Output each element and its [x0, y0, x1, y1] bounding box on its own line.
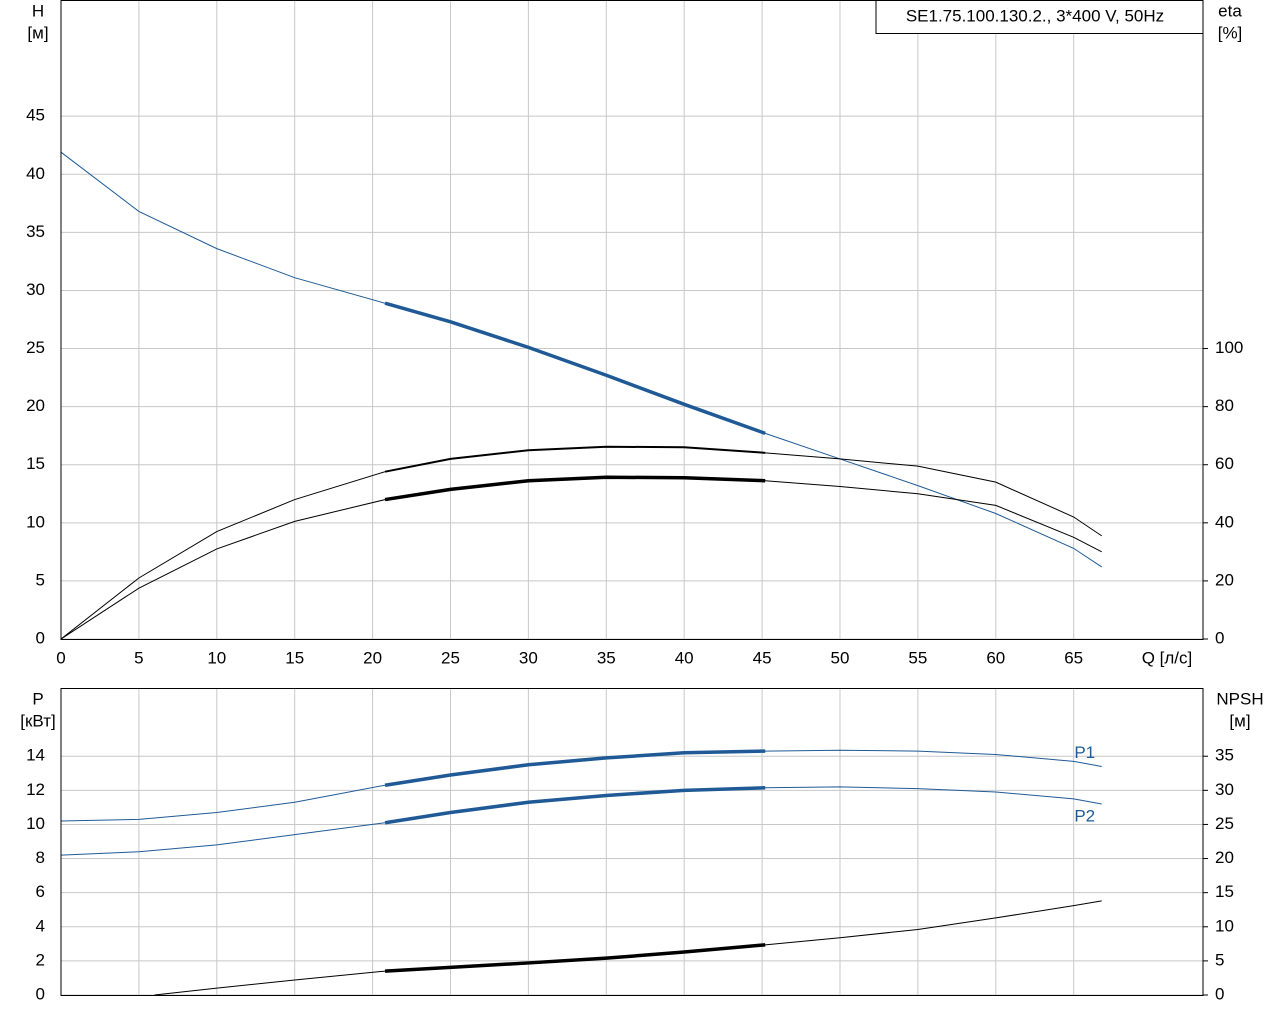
- y2-tick-label: 20: [1215, 570, 1234, 589]
- chart-title: SE1.75.100.130.2., 3*400 V, 50Hz: [906, 6, 1164, 25]
- y-tick-label: 12: [26, 780, 45, 799]
- y2-tick-label: 0: [1215, 628, 1224, 647]
- x-axis-label: Q [л/с]: [1142, 648, 1193, 667]
- title-box: [875, 0, 1204, 34]
- y-axis-unit: [кВт]: [20, 711, 55, 730]
- y2-axis-unit: [м]: [1229, 711, 1250, 730]
- x-tick-label: 45: [753, 648, 772, 667]
- duty-range: [384, 445, 766, 473]
- x-tick-label: 60: [986, 648, 1005, 667]
- y2-tick-label: 80: [1215, 396, 1234, 415]
- y-axis-unit: [м]: [27, 23, 48, 42]
- y-tick-label: 25: [26, 338, 45, 357]
- y-tick-label: 8: [36, 848, 45, 867]
- plot-frame: [60, 0, 1204, 640]
- y2-tick-label: 25: [1215, 814, 1234, 833]
- x-tick-label: 15: [285, 648, 304, 667]
- x-tick-label: 55: [908, 648, 927, 667]
- y2-tick-label: 60: [1215, 454, 1234, 473]
- y-tick-label: 45: [26, 106, 45, 125]
- y2-tick-label: 20: [1215, 848, 1234, 867]
- y2-tick-label: 0: [1215, 984, 1224, 1003]
- y-tick-label: 4: [36, 916, 45, 935]
- y-tick-label: 14: [26, 746, 45, 765]
- duty-range: [384, 943, 766, 973]
- series-label: P1: [1074, 743, 1095, 762]
- y-tick-label: 10: [26, 512, 45, 531]
- x-tick-label: 10: [207, 648, 226, 667]
- x-tick-label: 65: [1064, 648, 1083, 667]
- y2-tick-label: 40: [1215, 512, 1234, 531]
- y-tick-label: 0: [36, 984, 45, 1003]
- y-tick-label: 5: [36, 570, 45, 589]
- y2-axis-label: eta: [1218, 1, 1242, 20]
- y2-axis-unit: [%]: [1218, 23, 1243, 42]
- y-tick-label: 20: [26, 396, 45, 415]
- y-tick-label: 6: [36, 882, 45, 901]
- duty-range: [384, 475, 766, 502]
- plot-frame: [60, 688, 1204, 996]
- x-tick-label: 35: [597, 648, 616, 667]
- x-tick-label: 40: [675, 648, 694, 667]
- x-tick-label: 25: [441, 648, 460, 667]
- series-label: P2: [1074, 806, 1095, 825]
- y-tick-label: 35: [26, 222, 45, 241]
- y-tick-label: 2: [36, 950, 45, 969]
- y-tick-label: 30: [26, 280, 45, 299]
- x-tick-label: 20: [363, 648, 382, 667]
- y-tick-label: 40: [26, 164, 45, 183]
- y2-tick-label: 30: [1215, 780, 1234, 799]
- x-tick-label: 0: [56, 648, 65, 667]
- y-tick-label: 15: [26, 454, 45, 473]
- x-tick-label: 50: [831, 648, 850, 667]
- y-axis-label: P: [32, 689, 43, 708]
- y2-tick-label: 15: [1215, 882, 1234, 901]
- duty-range: [384, 749, 766, 787]
- y-axis-label: H: [32, 1, 44, 20]
- x-tick-label: 5: [134, 648, 143, 667]
- duty-range: [384, 301, 766, 436]
- y2-tick-label: 35: [1215, 746, 1234, 765]
- curve: [154, 900, 1102, 996]
- y2-tick-label: 100: [1215, 338, 1243, 357]
- y-tick-label: 10: [26, 814, 45, 833]
- y2-tick-label: 5: [1215, 950, 1224, 969]
- y-tick-label: 0: [36, 628, 45, 647]
- duty-range: [384, 786, 766, 825]
- x-tick-label: 30: [519, 648, 538, 667]
- y2-axis-label: NPSH: [1216, 689, 1263, 708]
- y2-tick-label: 10: [1215, 916, 1234, 935]
